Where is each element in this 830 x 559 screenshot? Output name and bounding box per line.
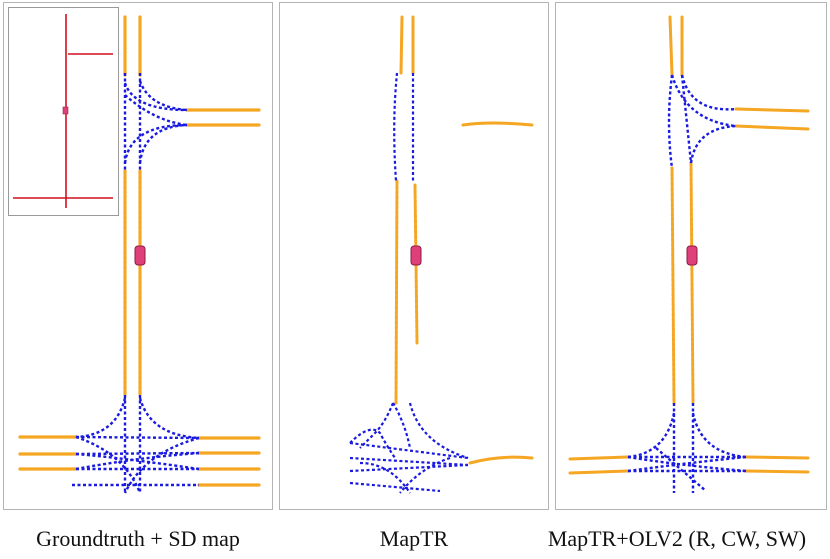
- centerline: [359, 461, 411, 494]
- centerline: [75, 435, 142, 494]
- centerline: [138, 80, 188, 112]
- centerline: [123, 123, 188, 164]
- centerline: [75, 451, 200, 471]
- centerline: [349, 428, 396, 459]
- lane-divider: [744, 455, 810, 460]
- centerline: [123, 82, 188, 112]
- centerline: [359, 402, 395, 449]
- lane-divider: [689, 161, 695, 405]
- centerline: [691, 412, 747, 459]
- lane-divider: [670, 166, 676, 405]
- ego-vehicle: [410, 245, 422, 266]
- panel-maptr-olv2: [555, 2, 827, 510]
- centerline: [138, 397, 200, 440]
- maptr-map: [349, 15, 534, 494]
- centerline: [680, 74, 737, 111]
- caption-maptr-olv2: MapTR+OLV2 (R, CW, SW): [547, 526, 807, 551]
- centerline: [349, 463, 469, 473]
- centerline: [627, 455, 747, 473]
- ego-vehicle: [686, 245, 698, 266]
- centerline: [349, 481, 441, 493]
- lane-divider: [468, 455, 534, 465]
- centerline: [124, 94, 188, 127]
- ego-vehicle: [134, 245, 146, 266]
- centerline: [393, 72, 399, 182]
- centerline: [680, 74, 693, 164]
- centerline: [399, 456, 451, 494]
- sd-map-inset: [8, 7, 119, 216]
- centerline: [667, 74, 674, 169]
- panel-maptr: [279, 2, 549, 510]
- lane-divider: [744, 469, 810, 474]
- lane-divider: [461, 121, 534, 127]
- centerline: [627, 455, 747, 473]
- caption-maptr: MapTR: [379, 526, 449, 551]
- centerline: [75, 451, 200, 456]
- centerline: [392, 402, 412, 449]
- centerline: [655, 447, 707, 492]
- lane-divider: [568, 455, 630, 461]
- centerline: [627, 412, 676, 459]
- lane-divider: [668, 15, 674, 77]
- centerline: [408, 402, 469, 460]
- centerline: [349, 441, 469, 460]
- lane-divider: [394, 179, 399, 405]
- lane-divider: [734, 107, 810, 113]
- groundtruth-map: [18, 15, 261, 494]
- maptr-olv2-map: [568, 15, 810, 493]
- sd-map: [13, 14, 113, 208]
- centerline: [75, 435, 200, 440]
- caption-groundtruth: Groundtruth + SD map: [36, 526, 240, 551]
- centerline: [138, 123, 188, 164]
- centerline: [670, 74, 737, 128]
- lane-divider: [568, 469, 630, 475]
- centerline: [123, 436, 200, 494]
- panel-groundtruth: [3, 2, 273, 510]
- centerline: [75, 397, 127, 439]
- lane-divider: [399, 15, 404, 75]
- centerline: [689, 124, 737, 164]
- lane-divider: [734, 124, 810, 131]
